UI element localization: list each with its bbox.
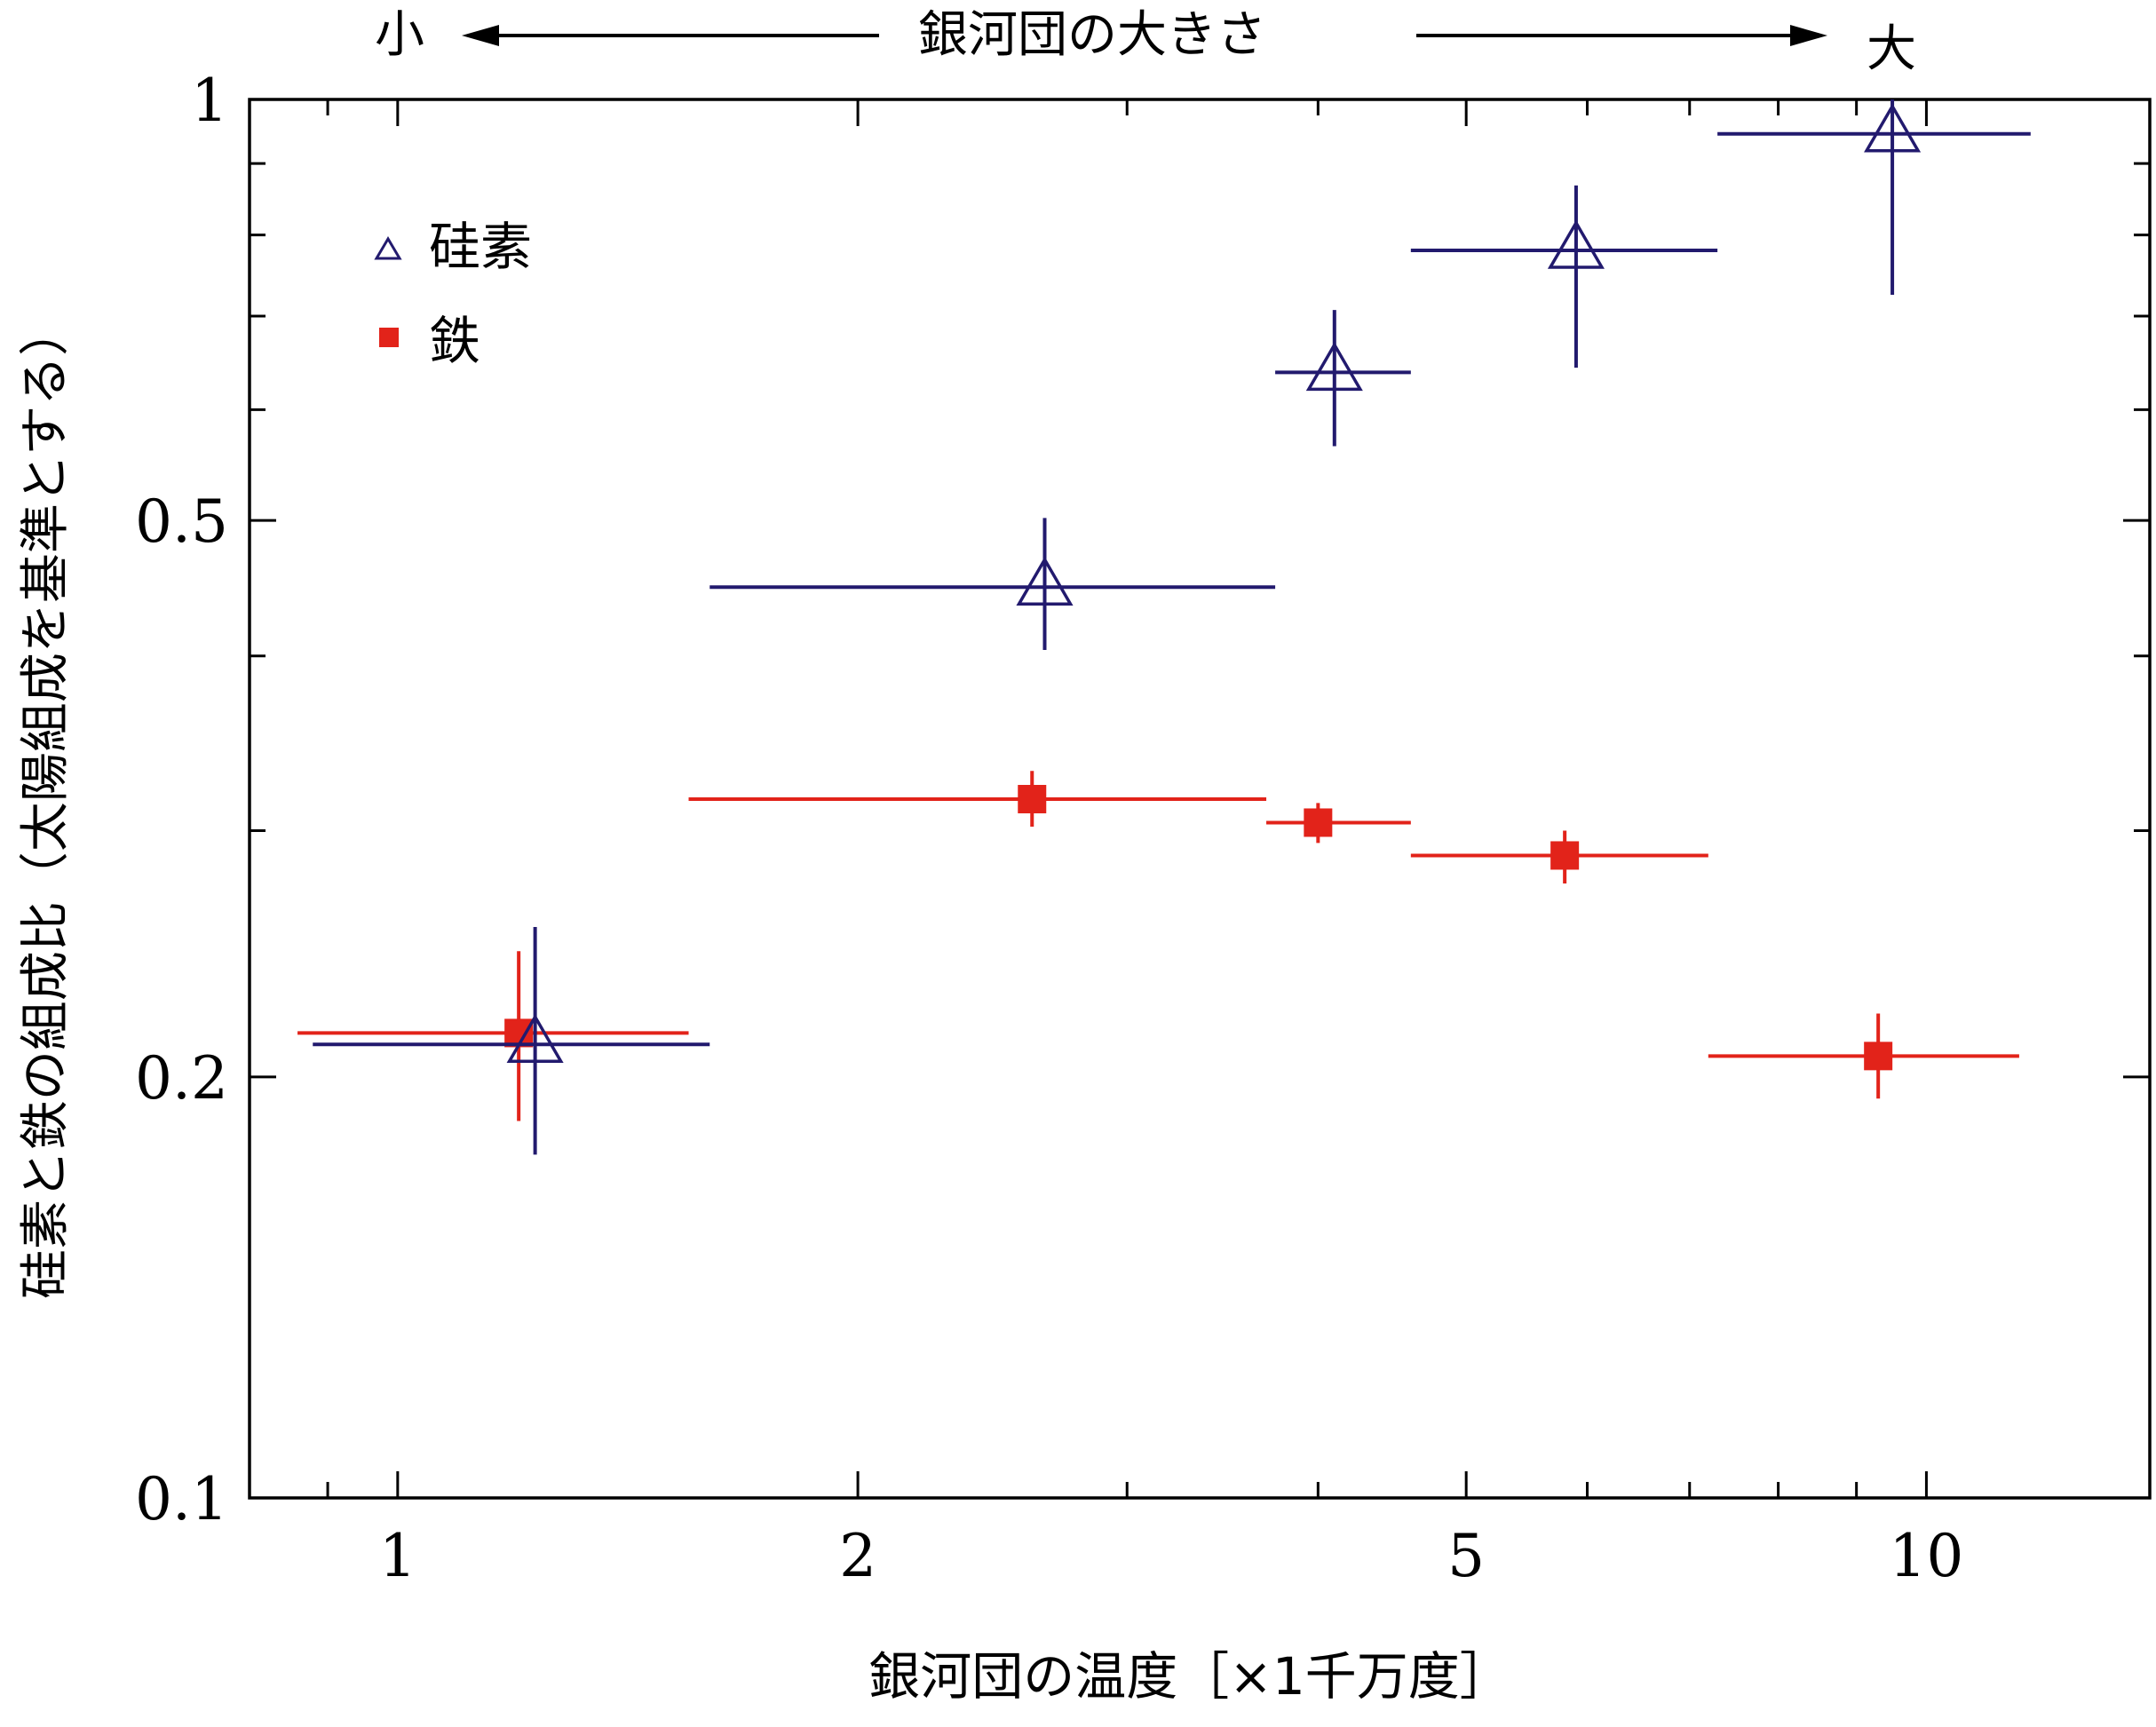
plot-frame: [248, 98, 2152, 1500]
axis-ticks: 1 2 5 10 0.1 0.2 0.5 1: [135, 67, 2150, 1590]
x-tick-label: 1: [379, 1522, 416, 1590]
legend-iron-marker: [379, 328, 399, 347]
data-point-silicon: [1016, 556, 1074, 606]
data-point-silicon: [1864, 103, 1922, 153]
legend-silicon-marker: [374, 236, 402, 260]
y-tick-label: 0.5: [135, 487, 228, 556]
size-annotation-center: 銀河団の大きさ: [918, 6, 1266, 64]
x-tick-label: 2: [839, 1522, 876, 1590]
data-point-silicon: [1305, 341, 1363, 392]
y-tick-label: 0.2: [135, 1044, 228, 1113]
data-point-iron: [1304, 808, 1333, 837]
size-arrow-right-head: [1790, 25, 1827, 46]
data-points: [297, 99, 2031, 1155]
y-axis-title: 硅素と鉄の組成比（太陽組成を基準とする）: [17, 306, 75, 1299]
data-point-iron: [1550, 841, 1580, 870]
legend: 硅素 鉄: [374, 217, 532, 371]
y-tick-label: 1: [191, 67, 228, 135]
x-axis-title: 銀河団の温度［×1千万度］: [868, 1646, 1511, 1707]
size-annotation: 小 銀河団の大きさ 大: [375, 6, 1916, 78]
size-arrow-left-head: [462, 25, 499, 46]
size-annotation-large: 大: [1867, 20, 1916, 78]
data-point-silicon: [506, 1013, 564, 1064]
size-annotation-small: 小: [375, 6, 424, 64]
x-tick-label: 10: [1889, 1522, 1963, 1590]
x-tick-label: 5: [1447, 1522, 1485, 1590]
data-point-silicon: [1547, 219, 1605, 269]
legend-silicon-label: 硅素: [429, 217, 532, 277]
y-tick-label: 0.1: [135, 1465, 228, 1533]
data-point-iron: [1864, 1042, 1893, 1071]
legend-iron-label: 鉄: [429, 311, 480, 371]
data-point-iron: [1018, 784, 1047, 813]
